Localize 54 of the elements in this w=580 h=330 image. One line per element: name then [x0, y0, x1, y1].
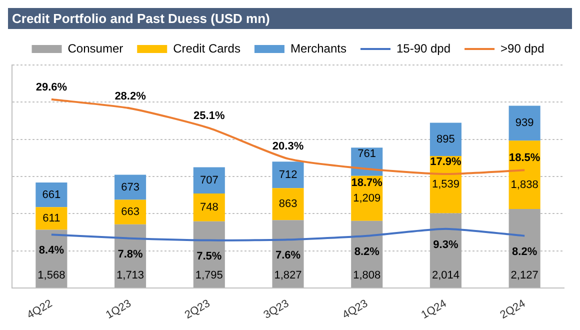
data-label: 8.2% — [512, 246, 538, 258]
data-label: 2,127 — [510, 270, 538, 282]
data-label: 1,713 — [116, 270, 144, 282]
data-label: 1,209 — [353, 192, 381, 204]
data-label: 1,827 — [274, 270, 302, 282]
bar — [36, 182, 68, 208]
data-label: 8.2% — [354, 246, 380, 258]
legend-label: >90 dpd — [500, 41, 544, 56]
bar — [272, 162, 304, 188]
data-label: 25.1% — [194, 110, 225, 122]
data-label: 2,014 — [432, 270, 460, 282]
data-label: 7.8% — [118, 248, 144, 260]
data-label: 939 — [515, 117, 534, 130]
data-label: 29.6% — [36, 81, 68, 94]
data-label: 7.6% — [275, 250, 301, 262]
bar — [114, 174, 146, 200]
data-label: 661 — [42, 188, 61, 201]
data-label: 9.3% — [433, 238, 458, 251]
data-label: 1,795 — [195, 270, 223, 282]
x-tick-label: 4Q23 — [340, 298, 370, 322]
data-label: 1,568 — [38, 270, 66, 282]
data-label: 673 — [121, 181, 140, 194]
data-label: 28.2% — [114, 90, 146, 102]
legend-label: 15-90 dpd — [396, 41, 451, 56]
bar — [508, 209, 540, 288]
data-label: 761 — [358, 148, 376, 160]
data-label: 17.9% — [430, 156, 462, 168]
data-label: 1,838 — [510, 179, 538, 192]
x-tick-label: 4Q22 — [25, 298, 54, 322]
data-label: 707 — [200, 174, 218, 186]
data-label: 748 — [200, 201, 218, 214]
bar — [193, 194, 225, 222]
chart-title: Credit Portfolio and Past Duess (USD mn) — [8, 8, 572, 29]
data-label: 663 — [121, 206, 140, 218]
legend-label: Merchants — [290, 41, 346, 56]
bar — [272, 188, 304, 220]
data-label: 611 — [42, 212, 60, 224]
legend-label: Credit Cards — [173, 41, 240, 56]
data-label: 20.3% — [272, 140, 304, 153]
data-label: 8.4% — [38, 244, 64, 257]
legend-label: Consumer — [68, 41, 124, 56]
data-label: 18.7% — [351, 176, 383, 189]
bar — [430, 122, 462, 156]
data-label: 7.5% — [196, 250, 222, 262]
bar — [508, 106, 540, 141]
data-label: 1,808 — [353, 270, 381, 282]
data-label: 863 — [278, 198, 298, 210]
x-tick-label: 3Q23 — [262, 298, 292, 322]
bar — [36, 207, 68, 230]
bar — [193, 167, 225, 194]
data-label: 712 — [278, 168, 298, 181]
data-label: 1,539 — [432, 178, 460, 191]
data-label: 895 — [436, 133, 455, 146]
data-label: 18.5% — [508, 152, 540, 164]
